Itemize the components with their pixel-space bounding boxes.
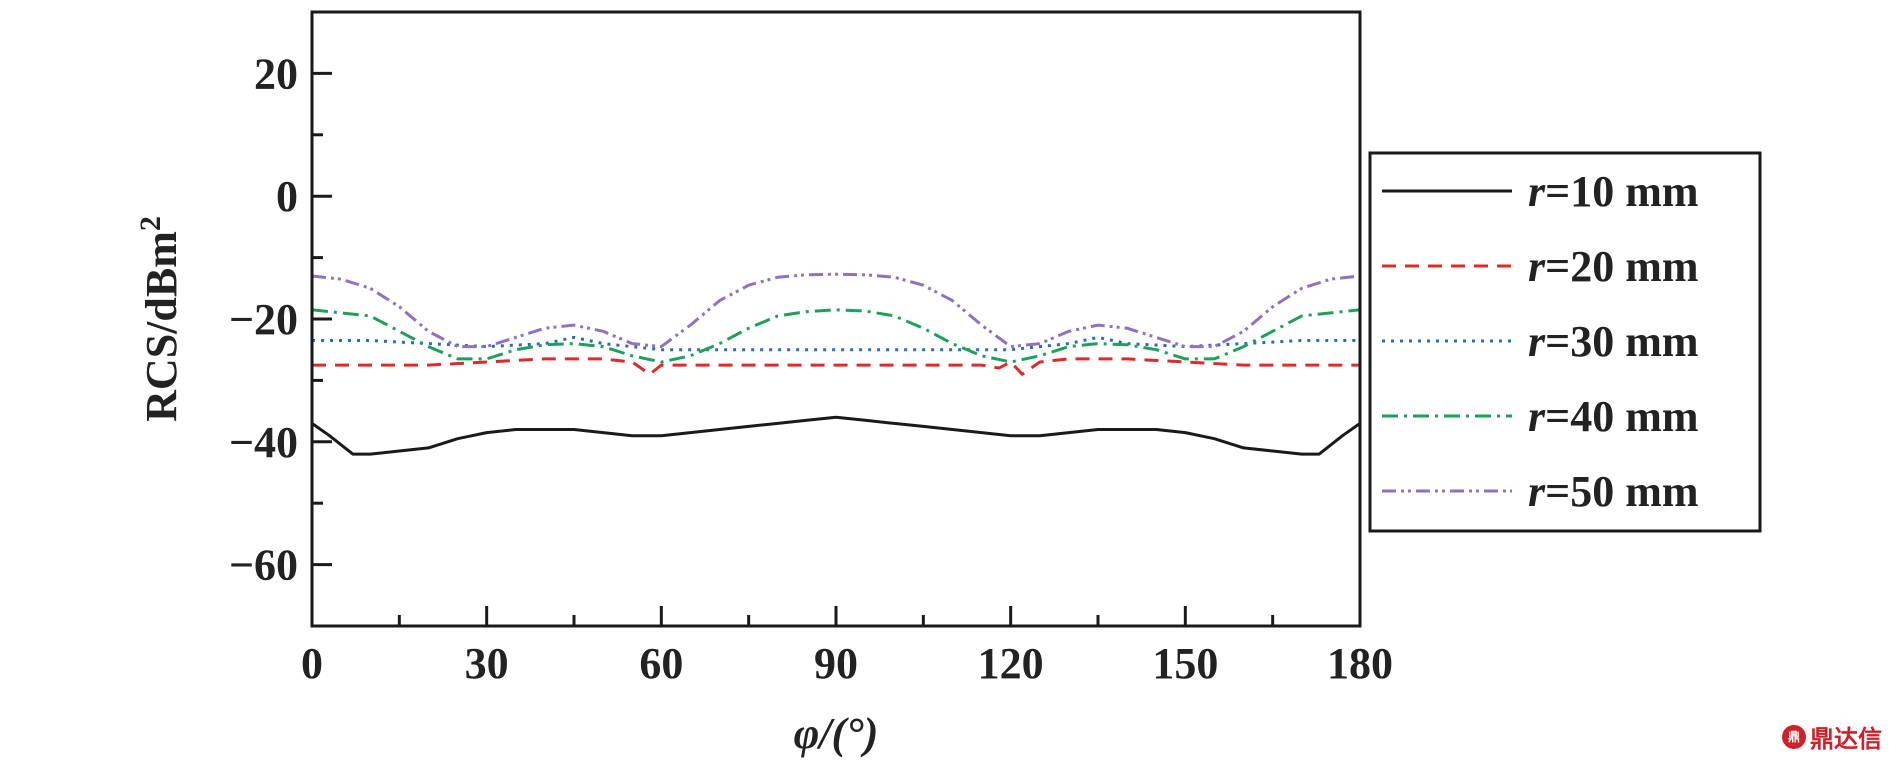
legend-label-rest: =10 mm xyxy=(1545,167,1698,216)
watermark-logo-icon: 鼎 xyxy=(1782,724,1806,749)
y-tick-label: 20 xyxy=(254,49,298,98)
legend-label-var: r xyxy=(1528,317,1546,366)
legend-box xyxy=(1368,151,1762,533)
legend: r=10 mmr=20 mmr=30 mmr=40 mmr=50 mm xyxy=(1368,151,1762,533)
watermark: 鼎 鼎达信 xyxy=(1782,719,1882,754)
legend-label-rest: =30 mm xyxy=(1545,317,1698,366)
legend-label-1: r=10 mm xyxy=(1528,167,1699,216)
series-layer xyxy=(311,272,1361,456)
legend-label-rest: =20 mm xyxy=(1545,242,1698,291)
legend-label-4: r=40 mm xyxy=(1528,392,1699,441)
x-tick-label: 180 xyxy=(1327,639,1393,688)
y-axis-label: RCS/dBm2 xyxy=(134,216,187,422)
legend-label-rest: =50 mm xyxy=(1545,467,1698,516)
legend-label-3: r=30 mm xyxy=(1528,317,1699,366)
watermark-text: 鼎达信 xyxy=(1810,725,1882,753)
legend-label-rest: =40 mm xyxy=(1545,392,1698,441)
x-tick-label: 0 xyxy=(301,639,323,688)
x-tick-label: 60 xyxy=(639,639,683,688)
series-line-5 xyxy=(311,272,1361,349)
x-axis-label: φ/(°) xyxy=(794,709,879,758)
legend-label-var: r xyxy=(1528,467,1546,516)
legend-label-var: r xyxy=(1528,392,1546,441)
x-tick-label: 120 xyxy=(978,639,1044,688)
series-line-4 xyxy=(311,308,1361,364)
x-tick-label: 30 xyxy=(465,639,509,688)
series-line-2 xyxy=(312,357,1360,376)
y-tick-label: 0 xyxy=(276,172,298,221)
x-tick-label: 150 xyxy=(1152,639,1218,688)
legend-label-var: r xyxy=(1528,167,1546,216)
y-axis-label-main: RCS/dBm xyxy=(137,231,186,422)
plot-frame xyxy=(310,10,1362,628)
y-tick-label: −60 xyxy=(229,541,298,590)
y-tick-label: −40 xyxy=(229,418,298,467)
legend-label-var: r xyxy=(1528,242,1546,291)
legend-label-5: r=50 mm xyxy=(1528,467,1699,516)
legend-label-2: r=20 mm xyxy=(1528,242,1699,291)
x-tick-label: 90 xyxy=(814,639,858,688)
y-tick-label: −20 xyxy=(229,295,298,344)
series-line-3 xyxy=(312,335,1360,352)
tick-layer: 0 30 60 90 120 150 180 20 0 −20 −40 −60 xyxy=(229,10,1393,688)
y-axis-label-sup: 2 xyxy=(134,216,167,231)
series-line-1 xyxy=(311,415,1361,456)
